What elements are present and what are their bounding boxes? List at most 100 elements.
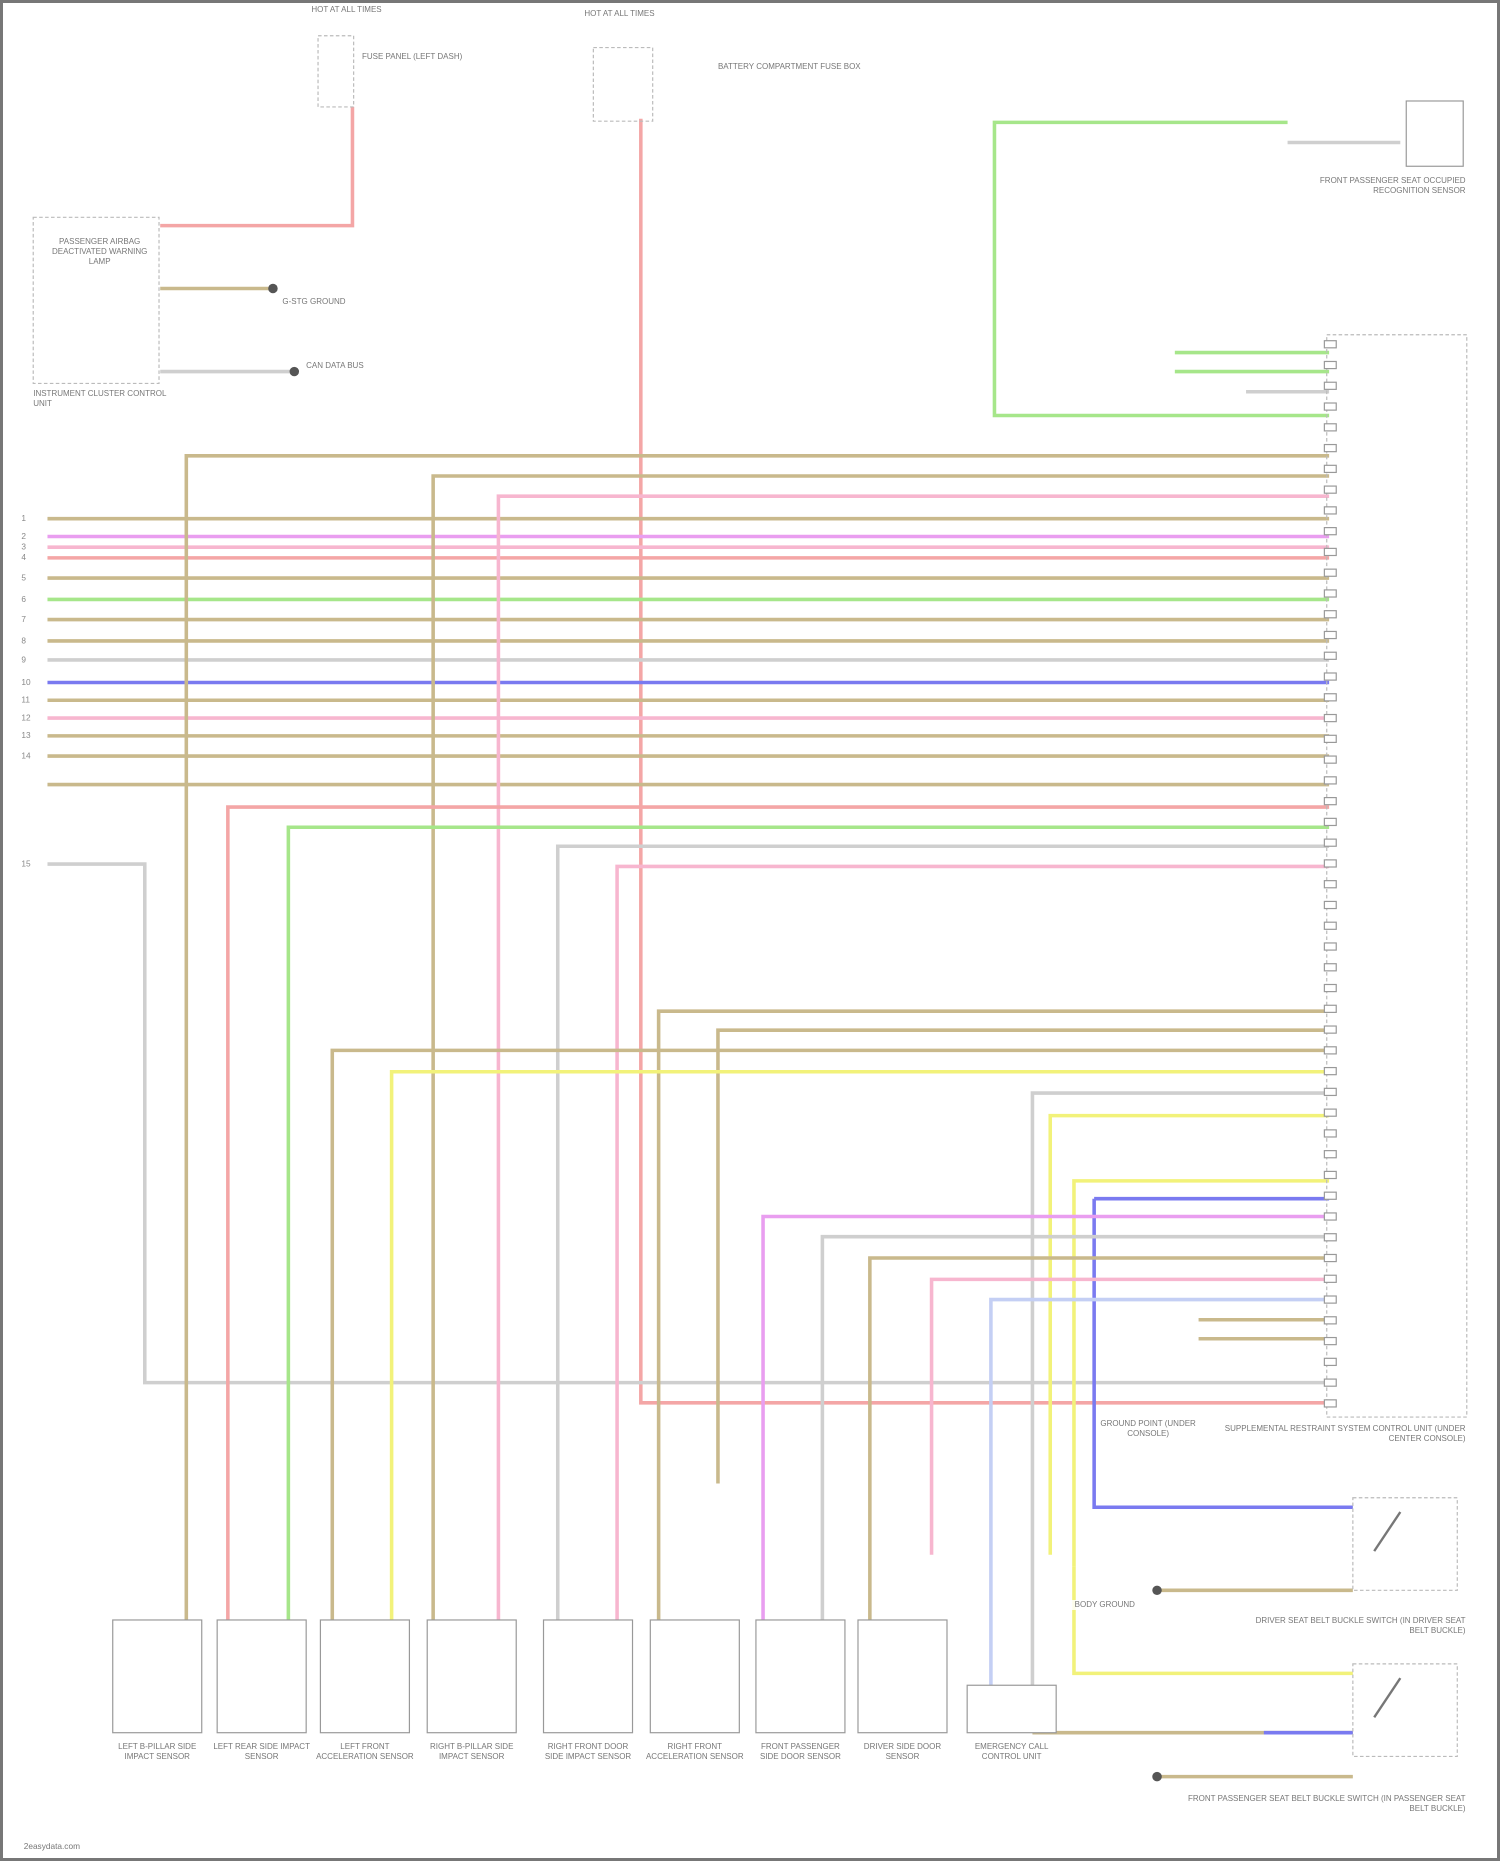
sensor-7 (755, 1619, 846, 1734)
wire-pink (496, 494, 1330, 1656)
connector-pin (1323, 1108, 1337, 1117)
connector-pin (1323, 880, 1337, 889)
connector-pin (1323, 963, 1337, 972)
wire-brown (184, 454, 1330, 1656)
seat-sensor-label: FRONT PASSENGER SEAT OCCUPIED RECOGNITIO… (1275, 175, 1466, 196)
wire-grey (820, 1234, 1330, 1620)
connector-pin (1323, 547, 1337, 557)
connector-pin (1323, 464, 1337, 474)
connector-pin (1323, 755, 1337, 764)
connector-pin (1323, 589, 1337, 598)
connector-pin (1323, 527, 1337, 536)
left-pin-number: 3 (21, 542, 26, 552)
wires (47, 106, 1401, 1779)
connector-pin (1323, 340, 1337, 349)
connector-pin (1323, 693, 1337, 702)
data-bus-label: CAN DATA BUS (306, 360, 413, 371)
wire-yellow (1048, 1113, 1330, 1555)
sensor-8 (857, 1619, 948, 1734)
left-pin-number: 9 (21, 654, 26, 664)
fuse-panel-label: FUSE PANEL (LEFT DASH) (361, 52, 493, 63)
wire-lightblue (989, 1297, 1330, 1686)
connector-pin (1323, 651, 1337, 660)
left-pin-number: 15 (21, 858, 31, 868)
left-pin-number: 14 (21, 750, 31, 760)
connector-pin (1323, 1253, 1337, 1263)
wire-magenta (761, 1214, 1330, 1620)
switch-contact (1373, 1677, 1402, 1718)
left-pin-number: 10 (21, 677, 31, 687)
splice-point (289, 366, 300, 377)
sensor-label: RIGHT FRONT DOOR SIDE IMPACT SENSOR (538, 1742, 638, 1763)
sensor-label: DRIVER SIDE DOOR SENSOR (853, 1742, 952, 1763)
left-pin-number: 8 (21, 635, 26, 645)
left-pin-number: 13 (21, 730, 31, 740)
wire-brown (330, 1048, 1330, 1656)
sensor-label: RIGHT B-PILLAR SIDE IMPACT SENSOR (422, 1742, 521, 1763)
left-pin-number: 11 (21, 695, 30, 705)
switch-contact (1373, 1511, 1402, 1552)
connector-pin (1323, 423, 1337, 432)
left-pin-number: 4 (21, 552, 26, 562)
connector-pin (1323, 1150, 1337, 1159)
ground-point (1152, 1771, 1162, 1782)
wire-red (160, 106, 355, 228)
buckle-switch (1352, 1497, 1458, 1591)
connector-pin (1323, 672, 1337, 681)
connector-pin (1323, 630, 1337, 640)
passenger-buckle-label: FRONT PASSENGER SEAT BELT BUCKLE SWITCH … (1180, 1794, 1466, 1815)
ground-point-label: GROUND POINT (UNDER CONSOLE) (1097, 1419, 1199, 1440)
sensor-2 (216, 1619, 307, 1734)
connector-pin (1323, 1004, 1337, 1013)
connector-pin (1323, 1295, 1337, 1304)
connector-pin (1323, 568, 1337, 577)
body-ground-label: BODY GROUND (1068, 1599, 1142, 1610)
wire-grey (555, 844, 1330, 1620)
connector-pin (1323, 610, 1337, 619)
connector-pin (1323, 1046, 1337, 1055)
hot-at-all-times-label: HOT AT ALL TIMES (571, 9, 667, 20)
sensor-label: LEFT B-PILLAR SIDE IMPACT SENSOR (107, 1742, 207, 1763)
sensor-6 (649, 1619, 740, 1734)
wire-brown (431, 474, 1330, 1656)
connector-pin (1323, 1066, 1337, 1076)
left-pin-number: 6 (21, 594, 26, 604)
ground-point (1152, 1585, 1162, 1596)
wire-grey (1030, 1091, 1330, 1733)
wire-pink (929, 1277, 1330, 1555)
connector-pin (1323, 859, 1337, 868)
wire-brown (656, 1009, 1330, 1656)
hot-at-all-times-label: HOT AT ALL TIMES (310, 4, 383, 15)
connector-pin (1323, 1170, 1337, 1180)
connector-pin (1323, 402, 1337, 411)
connector-pin (1323, 1191, 1337, 1200)
connector-pin (1323, 713, 1337, 723)
wire-green (286, 825, 1330, 1620)
connector-pin (1323, 1212, 1337, 1221)
left-pin-number: 5 (21, 572, 26, 582)
connector-pin (1323, 1336, 1337, 1346)
fuse-box (592, 46, 654, 122)
connector-pin (1323, 983, 1337, 993)
wire-green (992, 120, 1330, 418)
sensor-9 (966, 1684, 1057, 1734)
driver-buckle-label: DRIVER SEAT BELT BUCKLE SWITCH (IN DRIVE… (1246, 1616, 1466, 1637)
connector-pin (1323, 734, 1337, 743)
sensor-label: FRONT PASSENGER SIDE DOOR SENSOR (751, 1742, 850, 1763)
sensor-4 (426, 1619, 517, 1734)
connector-pin (1323, 942, 1337, 951)
occupancy-sensor (1405, 100, 1464, 167)
footer-credit: 2easydata.com (24, 1841, 80, 1851)
connector-pin (1323, 900, 1337, 910)
buckle-switch (1352, 1663, 1458, 1758)
wire-blue (1092, 1198, 1353, 1510)
connector-pin (1323, 1357, 1337, 1367)
connector-pin (1323, 796, 1337, 806)
airbag-lamp-label: PASSENGER AIRBAG DEACTIVATED WARNING LAM… (47, 237, 152, 268)
instrument-cluster-label: INSTRUMENT CLUSTER CONTROL UNIT (33, 389, 176, 410)
connector-pin (1323, 838, 1337, 847)
wire-red (226, 805, 1330, 1620)
